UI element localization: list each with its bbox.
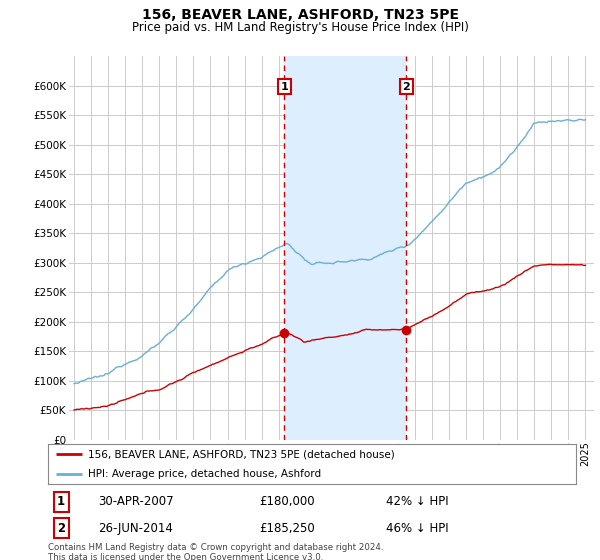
Text: HPI: Average price, detached house, Ashford: HPI: Average price, detached house, Ashf…: [88, 469, 321, 479]
Text: 1: 1: [280, 82, 288, 92]
Text: 2: 2: [57, 521, 65, 535]
Text: 156, BEAVER LANE, ASHFORD, TN23 5PE: 156, BEAVER LANE, ASHFORD, TN23 5PE: [142, 8, 458, 22]
Text: 46% ↓ HPI: 46% ↓ HPI: [386, 521, 449, 535]
Text: Price paid vs. HM Land Registry's House Price Index (HPI): Price paid vs. HM Land Registry's House …: [131, 21, 469, 34]
Text: £180,000: £180,000: [259, 495, 315, 508]
Text: 1: 1: [57, 495, 65, 508]
Text: 42% ↓ HPI: 42% ↓ HPI: [386, 495, 449, 508]
Text: 30-APR-2007: 30-APR-2007: [98, 495, 174, 508]
Text: 2: 2: [403, 82, 410, 92]
Text: Contains HM Land Registry data © Crown copyright and database right 2024.
This d: Contains HM Land Registry data © Crown c…: [48, 543, 383, 560]
Bar: [284, 56, 406, 440]
Text: £185,250: £185,250: [259, 521, 315, 535]
Text: 26-JUN-2014: 26-JUN-2014: [98, 521, 173, 535]
Text: 156, BEAVER LANE, ASHFORD, TN23 5PE (detached house): 156, BEAVER LANE, ASHFORD, TN23 5PE (det…: [88, 449, 394, 459]
